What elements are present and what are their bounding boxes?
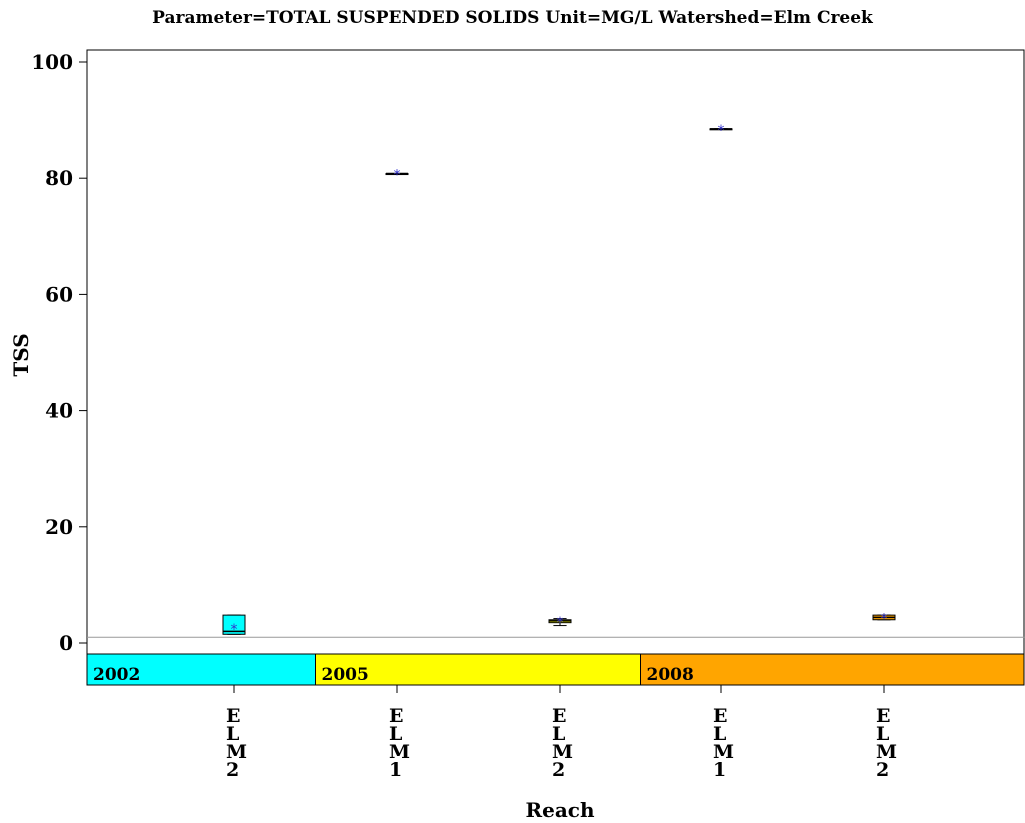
year-band-label-2002: 2002 [93,665,140,685]
box-ELM2-2002 [222,614,246,635]
y-axis-label: TSS [9,333,33,376]
year-band-label-2008: 2008 [647,665,694,685]
y-tick-label: 40 [45,399,73,423]
x-tick-label: E [389,705,403,727]
y-tick-label: 60 [45,282,73,306]
y-tick-label: 20 [45,515,73,539]
x-tick-label: E [226,705,240,727]
mean-marker: * [557,615,564,631]
x-tick-label: 1 [713,759,726,781]
x-tick-label: M [389,741,410,763]
x-tick-label: 2 [876,759,889,781]
x-tick-label: M [713,741,734,763]
x-tick-label: L [552,723,565,745]
mean-marker: * [718,123,725,139]
year-band-2008 [640,653,1025,686]
x-tick-label: L [713,723,726,745]
x-tick-label: E [713,705,727,727]
x-tick-label: M [876,741,897,763]
x-axis-label: Reach [525,798,594,822]
y-tick-label: 80 [45,166,73,190]
x-tick-label: M [226,741,247,763]
x-tick-label: L [389,723,402,745]
y-tick-label: 0 [59,631,73,655]
x-tick-label: L [876,723,889,745]
x-tick-label: 2 [552,759,565,781]
mean-marker: * [881,611,888,627]
x-tick-label: E [552,705,566,727]
x-tick-label: L [226,723,239,745]
year-band-2005 [315,653,641,686]
x-tick-label: 2 [226,759,239,781]
x-tick-label: E [876,705,890,727]
plot-frame [86,49,1025,686]
x-tick-label: M [552,741,573,763]
x-tick-label: 1 [389,759,402,781]
year-band-label-2005: 2005 [322,665,369,685]
y-tick-label: 100 [31,50,73,74]
mean-marker: * [231,622,238,638]
chart-title: Parameter=TOTAL SUSPENDED SOLIDS Unit=MG… [152,8,873,28]
mean-marker: * [394,168,401,184]
